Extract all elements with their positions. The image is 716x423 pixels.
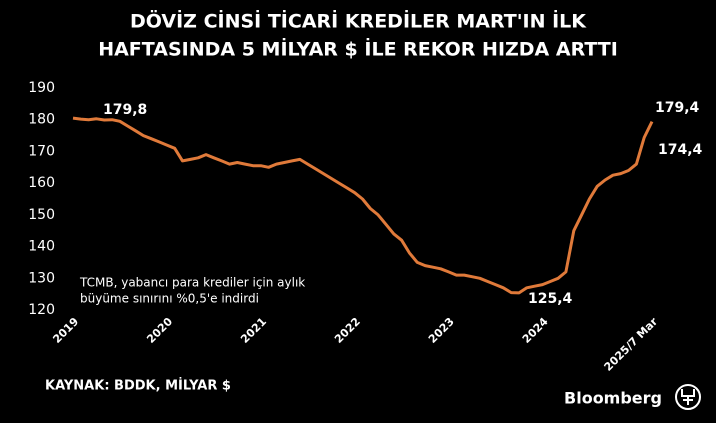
annotation: 179,4 <box>655 100 700 116</box>
y-tick-label: 190 <box>28 80 55 96</box>
brand: Bloomberg <box>564 389 662 408</box>
annotation: 125,4 <box>528 291 573 307</box>
annotation: 179,8 <box>103 102 147 118</box>
y-tick-label: 120 <box>28 302 55 318</box>
logo <box>675 384 701 410</box>
y-tick-label: 140 <box>28 239 55 255</box>
y-tick-label: 150 <box>28 207 55 223</box>
chart-title: HAFTASINDA 5 MİLYAR $ İLE REKOR HIZDA AR… <box>98 37 618 61</box>
chart-title: DÖVİZ CİNSİ TİCARİ KREDİLER MART'IN İLK <box>130 9 587 33</box>
annotation: 174,4 <box>658 142 703 158</box>
y-tick-label: 160 <box>28 175 55 191</box>
y-tick-label: 130 <box>28 270 55 286</box>
line <box>72 116 654 295</box>
note: TCMB, yabancı para krediler için aylık <box>79 276 305 290</box>
note: büyüme sınırını %0,5'e indirdi <box>80 292 259 306</box>
y-tick-label: 170 <box>28 143 55 159</box>
source: KAYNAK: BDDK, MİLYAR $ <box>45 378 231 394</box>
y-tick-label: 180 <box>28 112 55 128</box>
